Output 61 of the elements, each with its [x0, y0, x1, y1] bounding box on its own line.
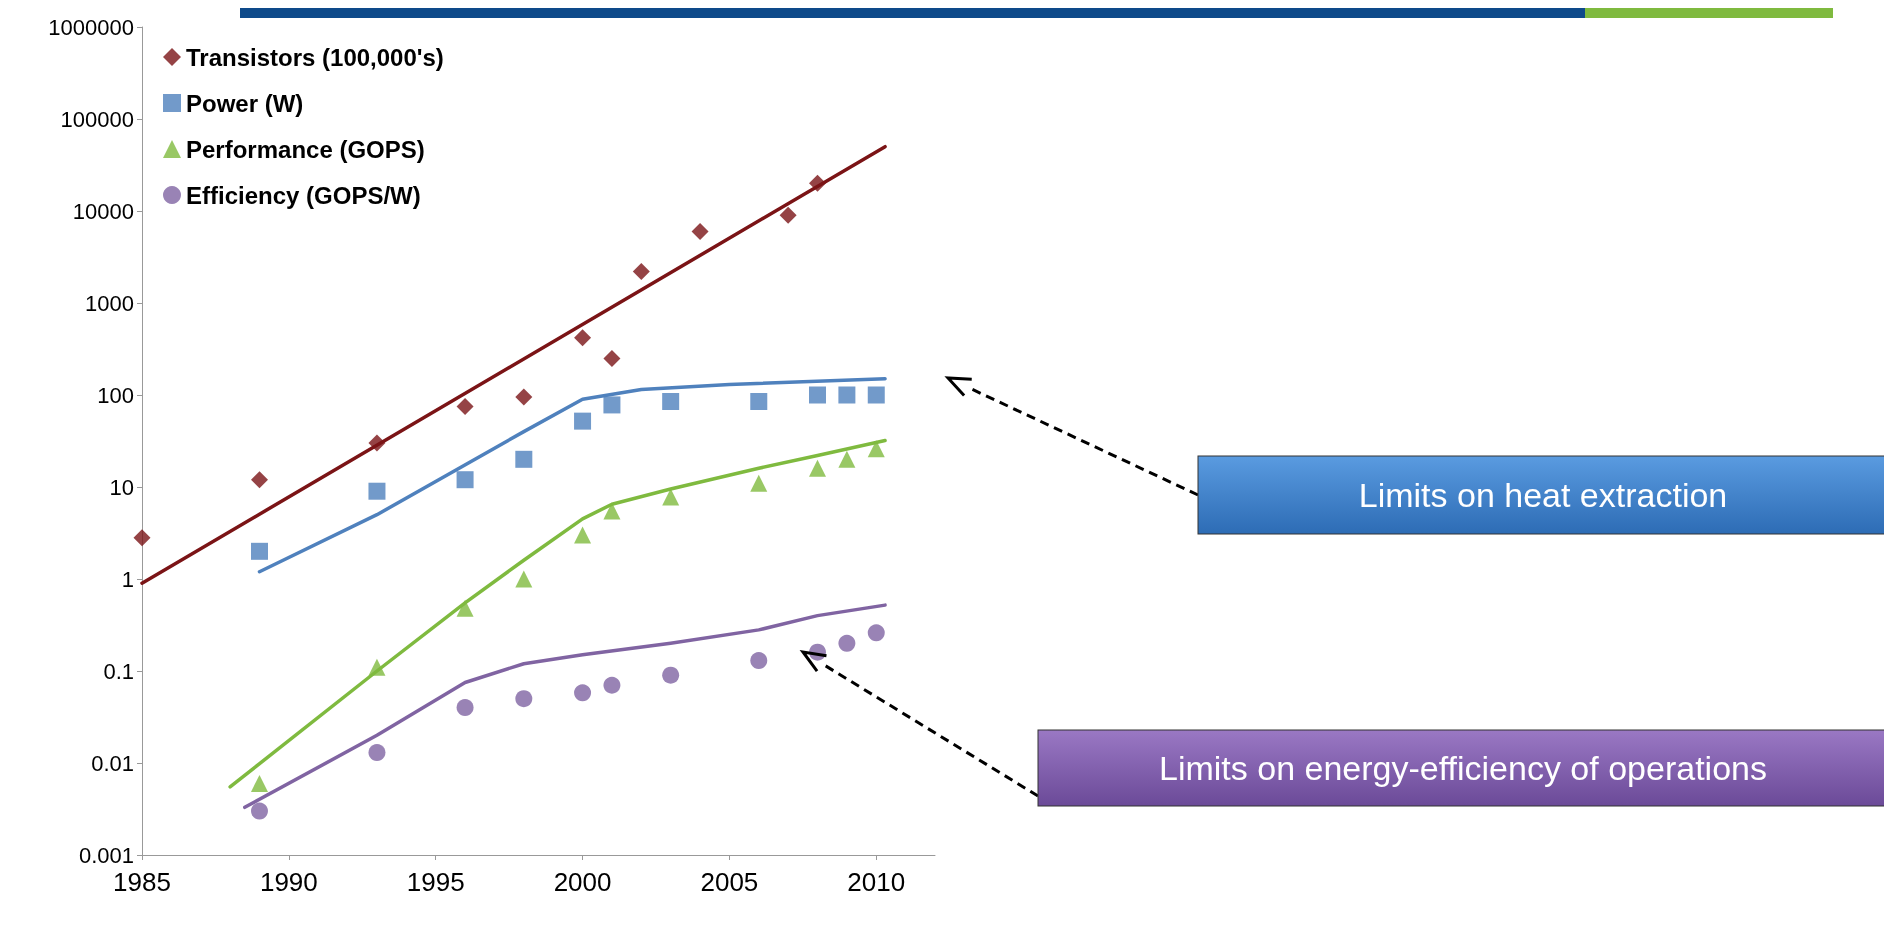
point: [250, 471, 268, 489]
point: [662, 488, 680, 506]
point: [250, 542, 268, 560]
y-tick-label: 0.1: [103, 658, 134, 684]
point: [838, 386, 856, 404]
y-tick-label: 100: [97, 382, 134, 408]
legend-label: Efficiency (GOPS/W): [186, 181, 421, 209]
x-tick-label: 2000: [553, 867, 612, 897]
text: Limits on energy-efficiency of operations: [1159, 749, 1767, 787]
point: [750, 474, 768, 492]
text: Limits on heat extraction: [1358, 476, 1728, 514]
point: [809, 386, 827, 404]
legend-label: Performance (GOPS): [186, 135, 425, 163]
point: [662, 392, 680, 410]
x-tick-label: 1995: [406, 867, 465, 897]
point: [515, 690, 533, 708]
point: [838, 634, 856, 652]
y-tick-label: 100000: [60, 106, 134, 132]
line-series: [228, 438, 887, 789]
point: [867, 386, 885, 404]
point: [779, 206, 797, 224]
point: [838, 450, 856, 468]
point: [574, 526, 592, 544]
point: [603, 676, 621, 694]
point: [662, 666, 680, 684]
point: [603, 396, 621, 414]
y-tick-label: 0.001: [78, 842, 134, 868]
point: [250, 774, 268, 792]
point: [574, 412, 592, 430]
point: [574, 329, 592, 347]
point: [603, 349, 621, 367]
point: [867, 624, 885, 642]
y-tick-label: 1: [121, 566, 134, 592]
point: [574, 684, 592, 702]
point: [456, 471, 474, 489]
x-tick-label: 1990: [259, 867, 318, 897]
y-tick-label: 10: [109, 474, 134, 500]
point: [456, 699, 474, 717]
point: [515, 570, 533, 588]
y-tick-label: 1000: [85, 290, 134, 316]
x-tick-label: 1985: [113, 867, 171, 897]
y-tick-label: 0.01: [91, 750, 134, 776]
x-tick-label: 2005: [700, 867, 759, 897]
y-tick-label: 1000000: [48, 14, 134, 40]
point: [691, 222, 709, 240]
point: [368, 482, 386, 500]
line-series: [257, 377, 887, 574]
point: [456, 397, 474, 415]
point: [750, 652, 768, 670]
point: [133, 529, 151, 547]
x-tick-label: 2010: [847, 867, 906, 897]
point: [368, 744, 386, 762]
point: [515, 450, 533, 468]
point: [750, 392, 768, 410]
point: [251, 802, 268, 820]
point: [632, 263, 650, 280]
legend-label: Power (W): [186, 89, 304, 117]
y-tick-label: 10000: [72, 198, 134, 224]
point: [809, 459, 827, 477]
legend-label: Transistors (100,000's): [186, 43, 444, 71]
point: [515, 388, 533, 406]
